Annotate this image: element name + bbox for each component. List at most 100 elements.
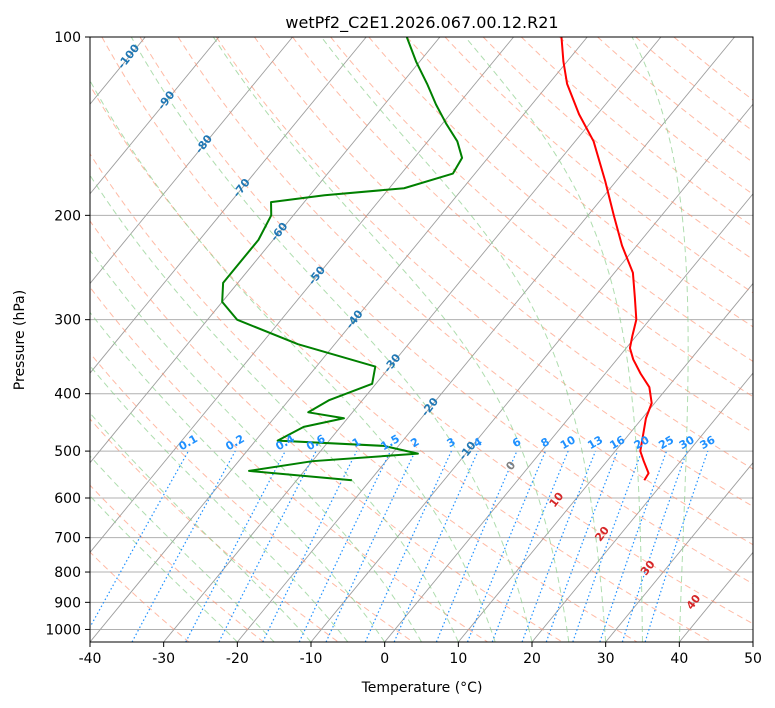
plot-frame [89, 36, 754, 643]
chart-series [221, 37, 653, 482]
isotherm-line [90, 37, 588, 642]
mixing-ratio-line [435, 450, 518, 642]
isotherm-line [90, 37, 220, 195]
mixing-ratio-label: 0.2 [223, 432, 246, 453]
moist-adiabat-line [464, 37, 643, 642]
mixing-ratio-line [644, 450, 709, 642]
mixing-ratio-label: 1 [350, 435, 363, 450]
dry-adiabat-line [330, 37, 753, 398]
isotherm-line [605, 462, 753, 642]
dry-adiabat-line [673, 37, 753, 101]
y-tick-label: 300 [54, 313, 81, 329]
isotherm-line [90, 37, 293, 285]
y-tick-label: 700 [54, 531, 81, 547]
isotherm-line [90, 37, 441, 464]
x-tick-label: 10 [449, 651, 467, 667]
mixing-ratio-label: 25 [656, 433, 676, 452]
y-tick-label: 900 [54, 595, 81, 611]
dewpoint-profile-line [221, 37, 464, 482]
dry-adiabat-line [139, 37, 753, 585]
chart-title: wetPf2_C2E1.2026.067.00.12.R21 [285, 13, 558, 33]
dry-adiabat-label: 40 [684, 592, 704, 612]
x-axis-label: Temperature (°C) [361, 680, 483, 696]
dry-adiabat-line [292, 37, 753, 434]
moist-adiabat-line [90, 249, 422, 642]
y-axis-label: Pressure (hPa) [12, 290, 28, 390]
moist-adiabat-line [130, 37, 533, 642]
moist-adiabat-line [90, 455, 275, 642]
mixing-ratio-label: 8 [539, 435, 552, 450]
mixing-ratio-line [599, 450, 668, 642]
mixing-ratio-label: 16 [607, 433, 627, 452]
moist-adiabat-line [90, 495, 238, 642]
mixing-ratio-label: 20 [632, 433, 652, 452]
mixing-ratio-label: 30 [677, 433, 697, 452]
moist-adiabat-line [631, 37, 689, 642]
mixing-ratio-line [364, 450, 452, 642]
moist-adiabat-line [212, 37, 570, 642]
dry-adiabat-line [90, 286, 488, 642]
isotherm-line [90, 37, 367, 374]
mixing-ratio-label: 10 [558, 433, 578, 452]
dry-adiabat-line [215, 37, 753, 508]
y-tick-label: 200 [54, 208, 81, 224]
x-tick-label: 30 [597, 651, 615, 667]
x-tick-label: 50 [744, 651, 762, 667]
y-tick-label: 600 [54, 491, 81, 507]
x-tick-label: 40 [670, 651, 688, 667]
isotherm-line [0, 37, 72, 642]
temperature-profile-line [560, 37, 653, 481]
isotherm-line [457, 282, 753, 642]
dry-adiabat-label: 0 [503, 458, 518, 472]
isotherm-line [678, 551, 753, 642]
mixing-ratio-line [521, 450, 597, 642]
chart-grid [0, 37, 753, 642]
dry-adiabat-line [368, 37, 753, 362]
moist-adiabat-line [320, 37, 607, 642]
mixing-ratio-line [393, 450, 479, 642]
y-tick-label: 400 [54, 387, 81, 403]
isotherm-line [531, 372, 753, 642]
mixing-ratio-line [466, 450, 546, 642]
dry-adiabat-line [635, 37, 753, 132]
mixing-ratio-line [491, 450, 569, 642]
dry-adiabat-line [90, 153, 638, 642]
mixing-ratio-line [90, 450, 189, 629]
mixing-ratio-label: 13 [585, 433, 605, 452]
x-tick-label: 20 [523, 651, 541, 667]
mixing-ratio-label: 0.1 [176, 432, 199, 453]
dry-adiabat-line [559, 37, 753, 195]
x-tick-label: 0 [380, 651, 389, 667]
dry-adiabat-line [101, 37, 753, 625]
dry-adiabat-line [90, 220, 563, 642]
dry-adiabat-label: 10 [547, 490, 567, 510]
isotherm-line [752, 641, 753, 642]
dry-adiabat-line [177, 37, 753, 546]
isotherm-line [310, 103, 753, 642]
mixing-ratio-line [262, 450, 358, 642]
moist-adiabat-line [90, 311, 386, 642]
mixing-ratio-line [131, 450, 236, 642]
y-tick-label: 100 [54, 30, 81, 46]
mixing-ratio-label: 3 [445, 435, 458, 450]
mixing-ratio-line [218, 450, 317, 642]
mixing-ratio-label: 2 [408, 435, 421, 450]
x-tick-label: -30 [152, 651, 175, 667]
x-tick-label: -20 [226, 651, 249, 667]
dry-adiabat-line [90, 484, 264, 642]
dry-adiabat-line [90, 352, 414, 642]
y-tick-label: 800 [54, 565, 81, 581]
isotherm-line [384, 193, 753, 642]
mixing-ratio-line [572, 450, 643, 642]
mixing-ratio-line [621, 450, 688, 642]
moist-adiabat-line [90, 365, 349, 642]
mixing-ratio-line [545, 450, 619, 642]
mixing-ratio-label: 6 [510, 435, 523, 450]
isotherm-line [163, 37, 662, 642]
chart-axes: -40 -30 -20 -10 0 10 20 30 40 5010020030040050060… [45, 30, 762, 667]
dry-adiabat-line [90, 84, 712, 642]
mixing-ratio-label: 36 [698, 433, 718, 452]
dry-adiabat-line [520, 37, 753, 228]
dry-adiabat-line [444, 37, 753, 294]
